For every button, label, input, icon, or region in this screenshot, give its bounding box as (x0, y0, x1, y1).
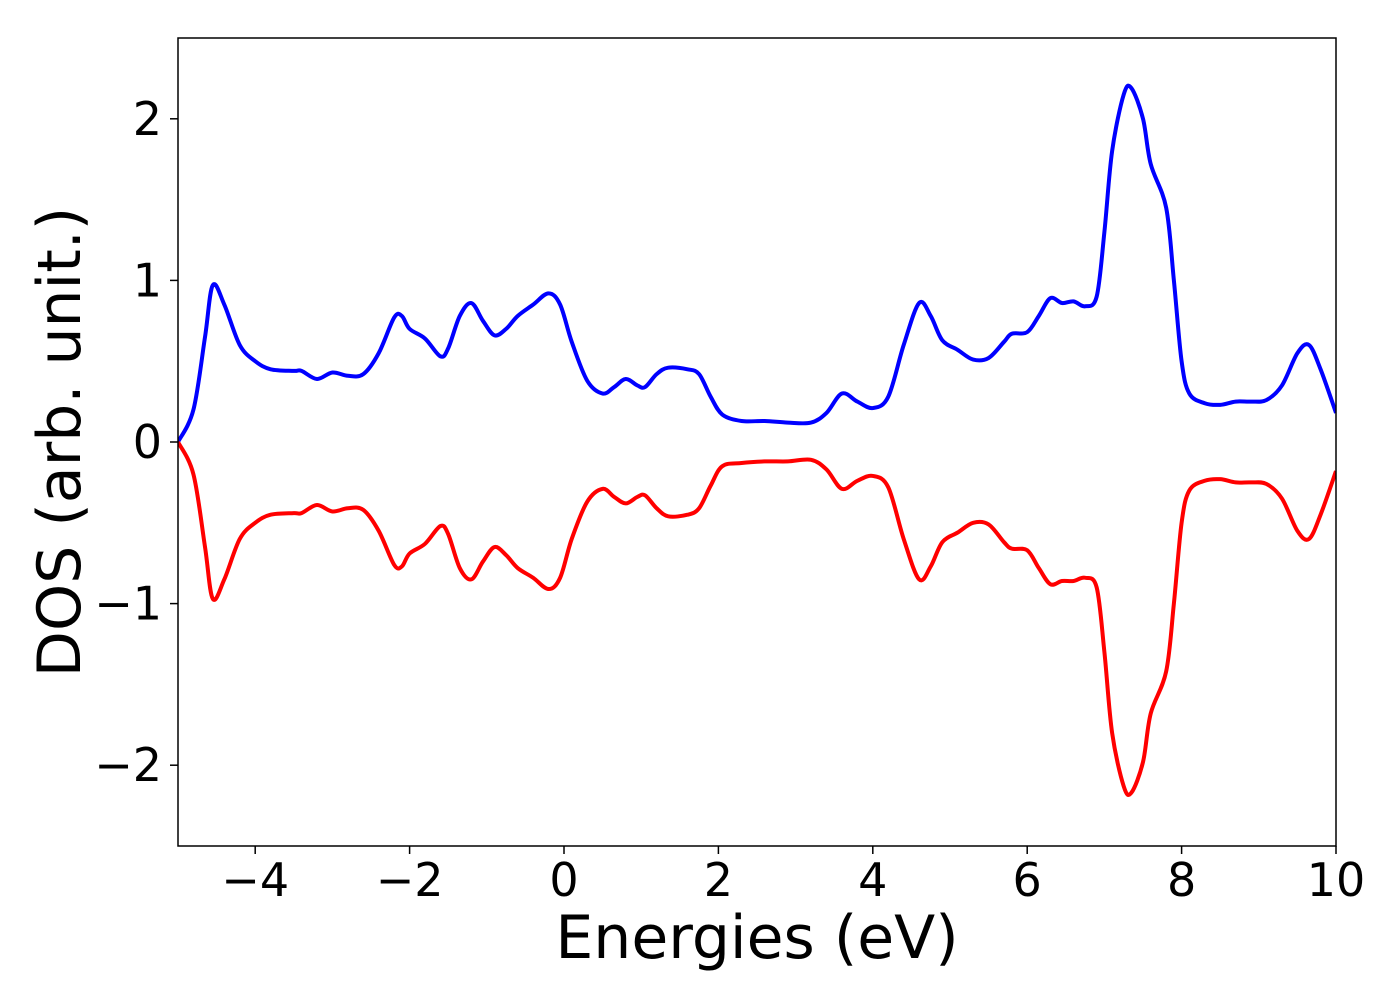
x-tick-label: 6 (1013, 853, 1042, 907)
x-tick-label: 4 (858, 853, 887, 907)
x-axis-label: Energies (eV) (555, 903, 958, 973)
y-tick-label: 2 (133, 92, 162, 146)
x-tick-label: 10 (1307, 853, 1366, 907)
x-tick-label: 2 (704, 853, 733, 907)
series-line (178, 83, 1336, 443)
y-tick-label: 1 (133, 253, 162, 307)
x-tick-label: −4 (221, 853, 289, 907)
y-axis-label: DOS (arb. unit.) (25, 207, 95, 677)
x-tick-label: 8 (1167, 853, 1196, 907)
y-tick-label: 0 (133, 415, 162, 469)
x-tick-label: 0 (549, 853, 578, 907)
y-tick-label: −2 (94, 738, 162, 792)
y-tick-label: −1 (94, 577, 162, 631)
x-tick-label: −2 (376, 853, 444, 907)
plot-lines (178, 83, 1336, 798)
series-line (178, 441, 1336, 798)
